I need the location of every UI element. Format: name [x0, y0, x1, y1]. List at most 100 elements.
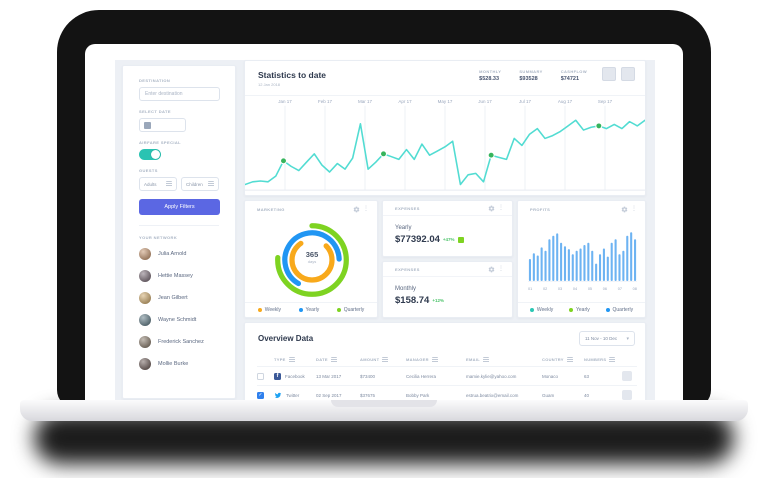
- line-chart[interactable]: Jan 17 Feb 17 Mar 17 Apr 17 May 17 Jun 17 Jul …: [245, 95, 645, 195]
- filter-sidebar: DESTINATION Enter destination SELECT DAT…: [122, 65, 236, 399]
- children-select[interactable]: Children: [181, 177, 219, 191]
- column-filter-icon[interactable]: [482, 356, 489, 363]
- kebab-menu-icon[interactable]: ⋮: [363, 206, 369, 212]
- gear-icon[interactable]: [488, 205, 495, 212]
- bar-x-label: 04: [572, 287, 578, 291]
- legend-item: Weekly: [529, 307, 553, 313]
- member-avatar: [139, 292, 151, 304]
- row-checkbox[interactable]: [257, 372, 264, 380]
- row-action-button[interactable]: [622, 390, 632, 400]
- network-member[interactable]: Jean Gilbert: [139, 292, 219, 304]
- legend-label: Yearly: [305, 307, 320, 313]
- adults-select-value: Adults: [144, 181, 157, 187]
- column-filter-icon[interactable]: [431, 356, 438, 363]
- country-cell: Monaco: [542, 373, 559, 379]
- expenses-card-header: EXPENSES ⋮: [383, 201, 512, 216]
- row-action-button[interactable]: [622, 371, 632, 381]
- numbers-cell: 40: [584, 392, 590, 398]
- your-network-label: YOUR NETWORK: [139, 235, 178, 240]
- kebab-menu-icon[interactable]: ⋮: [631, 206, 637, 212]
- table-row[interactable]: f Facebook 13 Mar 2017 $73400 Cecilia Herrer…: [257, 366, 637, 385]
- member-avatar: [139, 270, 151, 282]
- column-header[interactable]: MANAGER: [406, 356, 466, 363]
- airfare-special-toggle[interactable]: [139, 149, 161, 160]
- legend-dot: [257, 308, 262, 312]
- network-member[interactable]: Hettie Massey: [139, 270, 219, 282]
- country-cell: Guam: [542, 392, 555, 398]
- select-date-label: SELECT DATE: [139, 109, 171, 114]
- expenses-card: EXPENSES ⋮ Yearly $77392.04 +47%: [382, 200, 513, 257]
- expenses-delta: +47%: [442, 237, 455, 242]
- network-member[interactable]: Mollie Burke: [139, 358, 219, 370]
- donut-chart[interactable]: 365 days: [272, 220, 352, 300]
- children-select-value: Children: [186, 181, 203, 187]
- manager-cell: Cecilia Herrera: [406, 373, 437, 379]
- legend-label: Quarterly: [343, 307, 365, 313]
- column-header[interactable]: NUMBERS: [584, 356, 622, 363]
- destination-input[interactable]: Enter destination: [139, 87, 220, 101]
- bar-chart[interactable]: [528, 223, 637, 285]
- line-chart-svg: [245, 105, 645, 191]
- kebab-menu-icon[interactable]: ⋮: [498, 266, 504, 272]
- network-member[interactable]: Frederick Sanchez: [139, 336, 219, 348]
- expenses-card: EXPENSES ⋮ Monthly $158.74 +12%: [382, 261, 513, 318]
- column-filter-icon[interactable]: [330, 356, 337, 363]
- grid-view-button[interactable]: [602, 67, 616, 81]
- column-header[interactable]: TYPE: [274, 356, 316, 363]
- column-header[interactable]: COUNTRY: [542, 356, 584, 363]
- column-filter-icon[interactable]: [566, 356, 573, 363]
- green-square-icon: [457, 236, 464, 243]
- bar-x-label: 03: [557, 287, 563, 291]
- bar-x-label: 05: [587, 287, 593, 291]
- gear-icon[interactable]: [488, 266, 495, 273]
- profits-legend: Weekly Yearly Quarterly: [518, 302, 645, 317]
- column-header[interactable]: EMAIL: [466, 356, 542, 363]
- expenses-card-header: EXPENSES ⋮: [383, 262, 512, 277]
- marketing-legend: Weekly Yearly Quarterly: [245, 302, 377, 317]
- column-filter-icon[interactable]: [382, 356, 389, 363]
- statistics-title: Statistics to date: [258, 70, 327, 80]
- bar-x-label: 02: [542, 287, 548, 291]
- row-checkbox[interactable]: ✓: [257, 391, 264, 399]
- kebab-menu-icon[interactable]: ⋮: [498, 205, 504, 211]
- adults-select[interactable]: Adults: [139, 177, 177, 191]
- amount-cell: $37675: [360, 392, 376, 398]
- gear-icon[interactable]: [621, 206, 628, 213]
- bar-x-label: 08: [632, 287, 637, 291]
- airfare-special-label: AIRFARE SPECIAL: [139, 140, 182, 145]
- apply-filters-button[interactable]: Apply Filters: [139, 199, 220, 215]
- gear-icon[interactable]: [353, 206, 360, 213]
- expenses-value-row: $158.74 +12%: [395, 295, 444, 306]
- laptop-screen-bezel: DESTINATION Enter destination SELECT DAT…: [57, 10, 711, 408]
- list-view-button[interactable]: [621, 67, 635, 81]
- toggle-knob: [151, 150, 160, 159]
- legend-dot: [336, 308, 341, 312]
- expenses-title: EXPENSES: [395, 266, 420, 272]
- network-member[interactable]: Wayne Schmidt: [139, 314, 219, 326]
- chevron-down-icon: ▾: [626, 335, 629, 342]
- line-chart-x-labels: Jan 17 Feb 17 Mar 17 Apr 17 May 17 Jun 17 Jul …: [245, 99, 645, 106]
- column-header[interactable]: AMOUNT: [360, 356, 406, 363]
- table-row[interactable]: ✓ Twitter 02 Sep 2017 $37675 Bobby Park estru…: [257, 385, 637, 404]
- table-header-row: TYPE DATE AMOUNT MANAGER EMAIL COUNTRY NUMBERS: [257, 353, 637, 366]
- date-cell: 02 Sep 2017: [316, 392, 342, 398]
- month-label: Apr 17: [398, 99, 412, 104]
- member-avatar: [139, 336, 151, 348]
- kpi-label: MONTHLY: [479, 69, 502, 74]
- kpi-item: CASHFLOW $74721: [561, 69, 587, 82]
- checkbox-cell: [257, 372, 274, 380]
- legend-dot: [569, 308, 573, 312]
- member-avatar: [139, 248, 151, 260]
- type-cell: f Facebook: [274, 372, 316, 380]
- bar-chart-svg: [528, 232, 637, 282]
- date-input[interactable]: [139, 118, 186, 132]
- kpi-value: $74721: [560, 76, 580, 82]
- column-filter-icon[interactable]: [609, 356, 616, 363]
- network-member[interactable]: Julia Arnold: [139, 248, 219, 260]
- column-filter-icon[interactable]: [288, 356, 295, 363]
- type-label: Twitter: [286, 392, 300, 398]
- date-range-select[interactable]: 11 Nov - 10 Dec ▾: [579, 331, 635, 346]
- column-header[interactable]: DATE: [316, 356, 360, 363]
- marketing-title: MARKETING: [257, 206, 285, 212]
